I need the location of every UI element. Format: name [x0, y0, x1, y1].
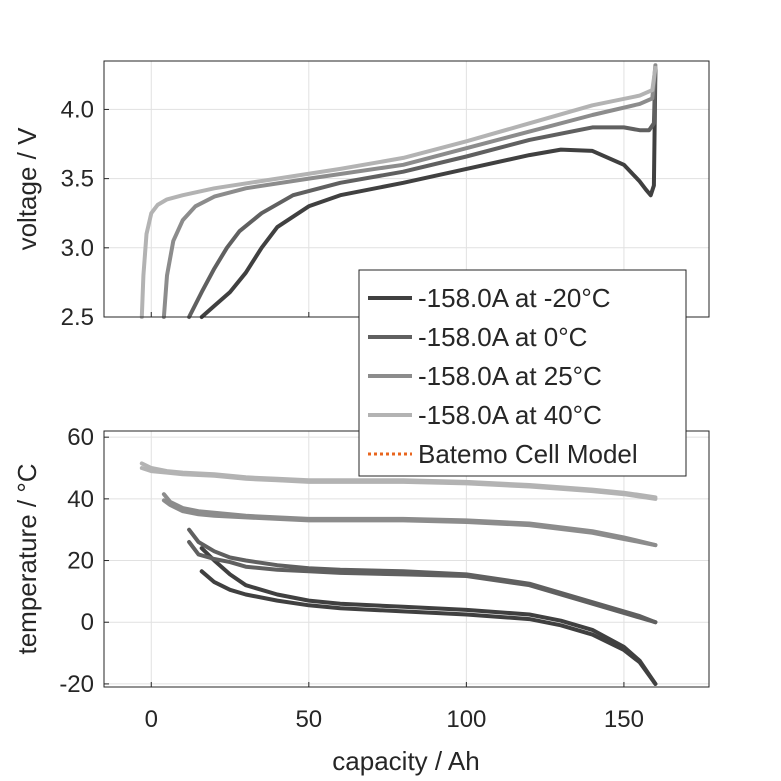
legend: -158.0A at -20°C -158.0A at 0°C -158.0A at… — [358, 269, 687, 477]
legend-label: -158.0A at -20°C — [418, 283, 611, 313]
legend-label: -158.0A at 25°C — [418, 361, 602, 391]
x-tick-label: 0 — [145, 706, 158, 733]
voltage-series-group — [139, 63, 658, 319]
series-line — [199, 569, 658, 686]
series-line — [199, 546, 658, 686]
x-axis-label: capacity / Ah — [332, 746, 479, 776]
temperature-grid — [104, 431, 709, 687]
temperature-series-group — [139, 461, 658, 686]
series-line — [139, 65, 658, 319]
x-tick-label: 100 — [446, 706, 486, 733]
y-tick-label: 2.5 — [61, 304, 94, 331]
voltage-grid — [104, 61, 709, 318]
voltage-y-axis-label: voltage / V — [12, 127, 42, 251]
y-tick-label: 3.5 — [61, 166, 94, 193]
x-tick-label: 150 — [604, 706, 644, 733]
y-tick-label: 20 — [67, 548, 94, 575]
y-tick-label: 40 — [67, 486, 94, 513]
x-tick-label: 50 — [295, 706, 322, 733]
temperature-y-ticks: -20 0 20 40 60 — [59, 424, 109, 698]
y-tick-label: -20 — [59, 671, 94, 698]
series-line — [187, 65, 658, 319]
temperature-panel: -20 0 20 40 60 0 50 100 150 temperature / °C ca… — [12, 424, 710, 776]
y-tick-label: 3.0 — [61, 235, 94, 262]
series-line — [187, 527, 658, 625]
legend-label: Batemo Cell Model — [418, 439, 638, 469]
legend-label: -158.0A at 0°C — [418, 322, 587, 352]
y-tick-label: 0 — [81, 609, 94, 636]
legend-box — [358, 269, 687, 477]
temperature-y-axis-label: temperature / °C — [12, 463, 42, 654]
voltage-y-ticks: 2.5 3.0 3.5 4.0 — [61, 96, 109, 331]
y-tick-label: 60 — [67, 424, 94, 451]
series-line — [199, 65, 658, 319]
series-line — [161, 492, 658, 548]
temperature-x-ticks: 0 50 100 150 — [145, 682, 644, 733]
legend-items: -158.0A at -20°C -158.0A at 0°C -158.0A at… — [368, 283, 638, 469]
legend-label: -158.0A at 40°C — [418, 400, 602, 430]
series-line — [139, 461, 658, 500]
series-line — [161, 63, 658, 319]
y-tick-label: 4.0 — [61, 96, 94, 123]
